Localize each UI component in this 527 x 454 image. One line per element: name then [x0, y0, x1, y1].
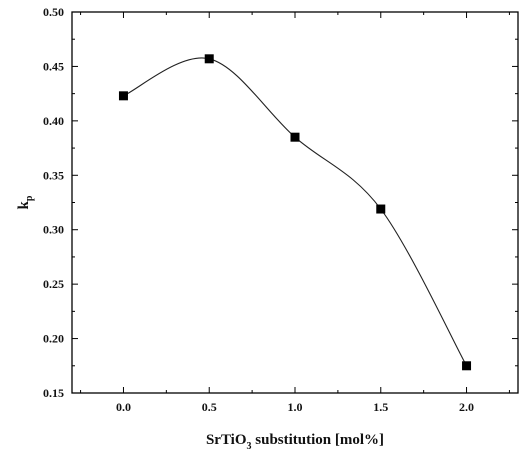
y-axis-title-subscript: p: [24, 195, 35, 201]
data-point-marker: [204, 54, 214, 64]
x-tick-label: 0.5: [202, 400, 217, 414]
y-tick-label: 0.40: [43, 114, 64, 128]
data-point-marker: [290, 132, 300, 142]
y-tick-label: 0.20: [43, 332, 64, 346]
x-axis-title: SrTiO3 substitution [mol%]: [206, 432, 384, 452]
y-tick-label: 0.50: [43, 5, 64, 19]
data-point-marker: [376, 204, 386, 214]
y-tick-label: 0.30: [43, 223, 64, 237]
y-tick-label: 0.35: [43, 168, 64, 182]
data-markers: [118, 54, 472, 371]
x-tick-label: 1.5: [373, 400, 388, 414]
y-axis-title-main: k: [16, 200, 32, 209]
x-axis-title-main: SrTiO: [206, 432, 247, 448]
data-point-marker: [462, 361, 472, 371]
x-axis-title-subscript: 3: [247, 441, 252, 452]
x-axis-title-rest: substitution [mol%]: [252, 432, 385, 448]
x-tick-label: 1.0: [288, 400, 303, 414]
y-tick-label: 0.15: [43, 386, 64, 400]
y-axis-title: kp: [16, 195, 35, 209]
data-point-marker: [118, 91, 128, 101]
x-tick-label: 0.0: [116, 400, 131, 414]
x-axis-ticks: 0.0 0.5 1.0 1.5 2.0: [80, 12, 510, 414]
y-tick-label: 0.45: [43, 59, 64, 73]
y-axis-ticks: 0.15 0.20 0.25 0.30 0.35 0.40 0.45 0.50: [43, 5, 518, 400]
y-tick-label: 0.25: [43, 277, 64, 291]
x-tick-label: 2.0: [459, 400, 474, 414]
